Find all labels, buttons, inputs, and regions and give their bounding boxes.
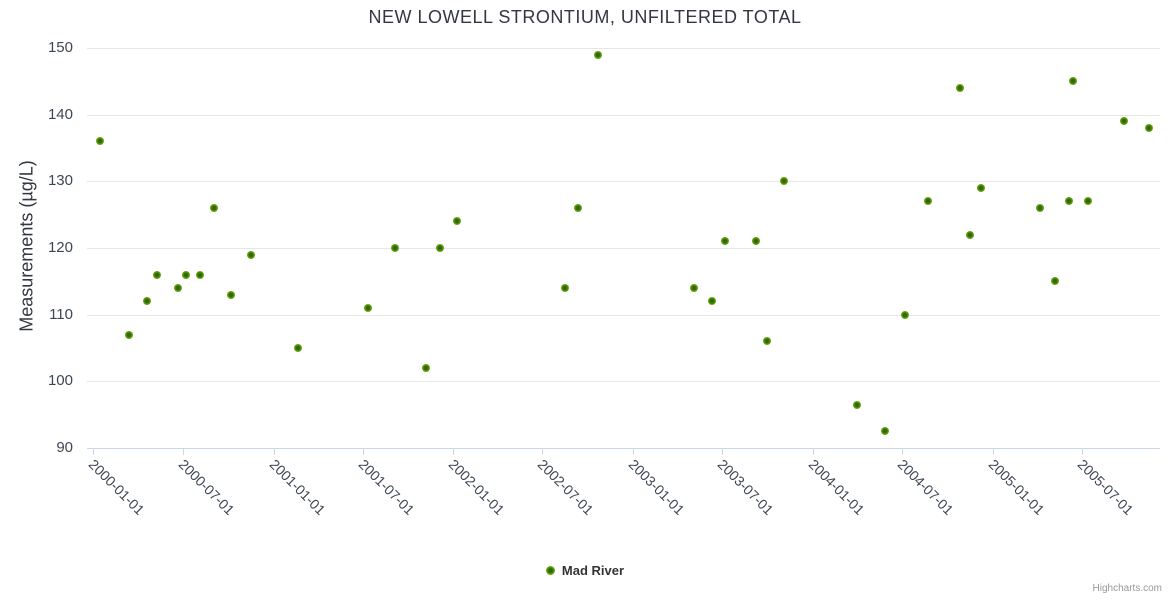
data-point[interactable] xyxy=(1083,197,1092,206)
x-axis-tick xyxy=(542,449,544,455)
data-point[interactable] xyxy=(390,244,399,252)
data-point[interactable] xyxy=(752,237,761,246)
x-axis-tick xyxy=(902,449,904,455)
data-point[interactable] xyxy=(880,427,889,436)
x-axis-tick xyxy=(453,449,455,455)
y-gridline xyxy=(87,181,1160,183)
x-axis-tick xyxy=(362,449,364,455)
data-point[interactable] xyxy=(227,290,236,299)
y-axis-label: 150 xyxy=(47,39,73,56)
y-axis-label: 100 xyxy=(47,372,73,390)
data-point[interactable] xyxy=(209,204,218,212)
data-point[interactable] xyxy=(195,270,204,279)
data-point[interactable] xyxy=(955,84,964,92)
y-axis-label: 120 xyxy=(47,239,73,256)
y-axis-label: 110 xyxy=(49,305,73,323)
x-axis-label: 2004-01-01 xyxy=(805,456,868,518)
chart-title: NEW LOWELL STRONTIUM, UNFILTERED TOTAL xyxy=(368,7,802,27)
legend-label: Mad River xyxy=(561,563,625,578)
data-point[interactable] xyxy=(923,197,932,206)
data-point[interactable] xyxy=(707,297,716,306)
x-axis-tick xyxy=(93,449,95,455)
data-point[interactable] xyxy=(293,344,302,352)
x-axis-label: 2003-07-01 xyxy=(714,456,777,518)
data-point[interactable] xyxy=(561,284,570,292)
data-point[interactable] xyxy=(435,244,444,252)
data-point[interactable] xyxy=(246,250,255,259)
y-gridline xyxy=(87,48,1160,49)
data-point[interactable] xyxy=(1145,124,1154,132)
data-point[interactable] xyxy=(173,284,182,292)
y-axis-label: 130 xyxy=(47,172,73,190)
data-point[interactable] xyxy=(1065,197,1074,206)
data-point[interactable] xyxy=(452,217,461,226)
highcharts-credit[interactable]: Highcharts.com xyxy=(1092,583,1162,594)
data-point[interactable] xyxy=(152,270,161,279)
x-axis-tick xyxy=(273,449,275,455)
x-axis-tick xyxy=(812,449,814,455)
x-axis-label: 2004-07-01 xyxy=(894,456,957,518)
data-point[interactable] xyxy=(96,137,105,146)
data-point[interactable] xyxy=(1050,277,1059,286)
legend-item-mad-river[interactable]: Mad River xyxy=(0,563,1170,578)
data-point[interactable] xyxy=(763,337,772,346)
y-axis-label: 90 xyxy=(56,439,73,456)
data-point[interactable] xyxy=(976,184,985,192)
data-point[interactable] xyxy=(422,364,431,372)
data-point[interactable] xyxy=(125,330,134,339)
y-gridline xyxy=(87,248,1160,249)
x-axis-label: 2000-07-01 xyxy=(175,456,238,518)
data-point[interactable] xyxy=(780,177,789,186)
data-point[interactable] xyxy=(1120,117,1129,126)
y-gridline xyxy=(87,114,1160,116)
x-axis-label: 2000-01-01 xyxy=(85,456,148,518)
data-point[interactable] xyxy=(143,297,152,306)
x-axis-line xyxy=(87,448,1160,449)
x-axis-tick xyxy=(632,449,634,455)
y-gridline xyxy=(87,314,1160,316)
data-point[interactable] xyxy=(363,304,372,312)
y-axis-label: 140 xyxy=(47,105,73,123)
x-axis-tick xyxy=(992,449,994,455)
x-axis-tick xyxy=(722,449,724,455)
legend-marker-icon xyxy=(545,566,555,575)
y-gridline xyxy=(87,381,1160,383)
x-axis-tick xyxy=(182,449,184,455)
data-point[interactable] xyxy=(181,270,190,279)
data-point[interactable] xyxy=(965,230,974,239)
x-axis-label: 2002-07-01 xyxy=(535,456,598,518)
x-axis-label: 2002-01-01 xyxy=(445,456,508,518)
x-axis-label: 2001-07-01 xyxy=(355,456,418,518)
data-point[interactable] xyxy=(593,50,602,59)
data-point[interactable] xyxy=(1069,77,1078,86)
data-point[interactable] xyxy=(720,237,729,246)
x-axis-tick xyxy=(1082,449,1084,455)
data-point[interactable] xyxy=(853,400,861,409)
data-point[interactable] xyxy=(900,310,909,319)
x-axis-label: 2001-01-01 xyxy=(266,456,329,518)
data-point[interactable] xyxy=(573,204,582,212)
x-axis-label: 2005-01-01 xyxy=(985,456,1048,518)
x-axis-label: 2003-01-01 xyxy=(625,456,688,518)
data-point[interactable] xyxy=(689,284,698,292)
x-axis-label: 2005-07-01 xyxy=(1074,456,1137,518)
data-point[interactable] xyxy=(1035,204,1044,212)
